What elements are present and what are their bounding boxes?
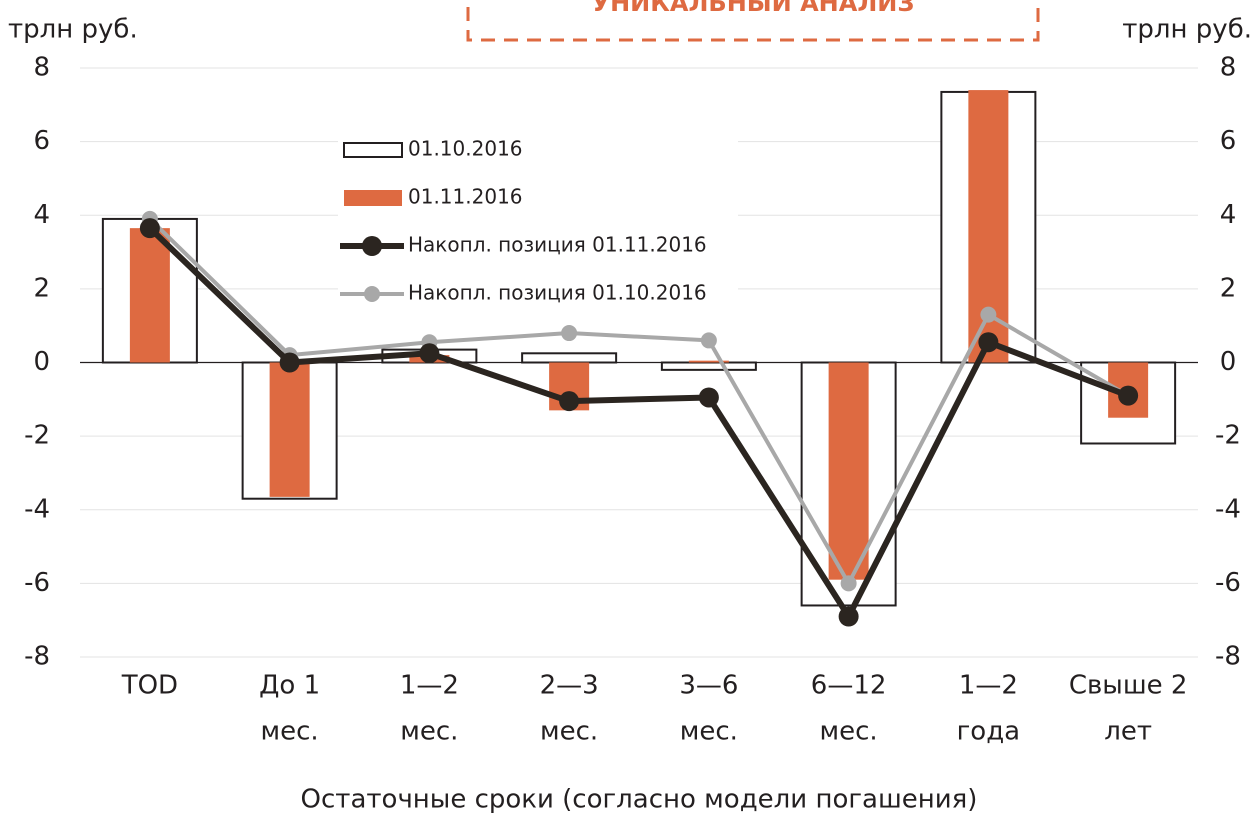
marker bbox=[419, 343, 440, 364]
x-tick-label: мес. bbox=[680, 717, 738, 747]
bar bbox=[688, 360, 729, 363]
bar bbox=[828, 362, 869, 580]
x-tick-label: мес. bbox=[820, 717, 878, 747]
x-tick-label: года bbox=[957, 717, 1020, 747]
x-tick-label: мес. bbox=[400, 717, 458, 747]
marker bbox=[978, 332, 999, 353]
bar bbox=[129, 228, 170, 363]
marker bbox=[980, 306, 997, 323]
bar-outline bbox=[521, 352, 618, 364]
x-tick-label: лет bbox=[1104, 717, 1152, 747]
marker bbox=[279, 352, 300, 373]
y2-tick-label: 6 bbox=[1220, 126, 1237, 156]
x-tick-label: 1—2 bbox=[400, 671, 459, 701]
y-tick-label: 6 bbox=[33, 126, 50, 156]
legend-swatch bbox=[344, 190, 402, 206]
x-tick-label: Свыше 2 bbox=[1069, 671, 1188, 701]
marker bbox=[698, 387, 719, 408]
marker bbox=[838, 606, 859, 627]
badge-box bbox=[466, 0, 1040, 42]
bar bbox=[269, 362, 310, 497]
legend-label: Накопл. позиция 01.11.2016 bbox=[408, 233, 707, 257]
x-tick-label: 3—6 bbox=[679, 671, 738, 701]
marker bbox=[559, 391, 580, 412]
marker bbox=[840, 575, 857, 592]
marker bbox=[700, 332, 717, 349]
line bbox=[148, 217, 1130, 586]
x-tick-label: TOD bbox=[121, 671, 178, 701]
legend-label: 01.11.2016 bbox=[408, 185, 523, 209]
x-tick-label: 2—3 bbox=[540, 671, 599, 701]
y2-tick-label: 0 bbox=[1220, 347, 1237, 377]
bar-outline bbox=[660, 361, 757, 371]
x-tick-label: До 1 bbox=[259, 671, 320, 701]
x-tick-label: мес. bbox=[261, 717, 319, 747]
y-tick-label: -8 bbox=[24, 642, 50, 672]
legend-swatch bbox=[343, 142, 403, 158]
y-axis-label: трлн руб. bbox=[8, 15, 138, 45]
y2-tick-label: 2 bbox=[1220, 273, 1237, 303]
legend-label: Накопл. позиция 01.10.2016 bbox=[408, 281, 707, 305]
y2-axis-label: трлн руб. bbox=[1122, 15, 1252, 45]
y2-tick-label: -8 bbox=[1215, 642, 1241, 672]
x-tick-label: 6—12 bbox=[811, 671, 887, 701]
y-tick-label: 4 bbox=[33, 200, 50, 230]
x-tick-label: мес. bbox=[540, 717, 598, 747]
legend: 01.10.2016 01.11.2016 Накопл. позиция 01.1… bbox=[338, 126, 738, 306]
y-tick-label: 8 bbox=[33, 53, 50, 83]
marker bbox=[139, 218, 160, 239]
y-tick-label: -2 bbox=[24, 421, 50, 451]
y2-tick-label: -2 bbox=[1215, 421, 1241, 451]
legend-marker bbox=[364, 286, 380, 302]
badge: УНИКАЛЬНЫЙ АНАЛИЗ bbox=[592, 0, 915, 17]
y2-tick-label: 8 bbox=[1220, 53, 1237, 83]
y-tick-label: -6 bbox=[24, 568, 50, 598]
y2-tick-label: -4 bbox=[1215, 494, 1241, 524]
y-tick-label: 0 bbox=[33, 347, 50, 377]
marker bbox=[1118, 385, 1139, 406]
y-tick-label: -4 bbox=[24, 494, 50, 524]
y-tick-label: 2 bbox=[33, 273, 50, 303]
legend-bg bbox=[338, 126, 738, 306]
legend-marker bbox=[362, 236, 382, 256]
y2-tick-label: 4 bbox=[1220, 200, 1237, 230]
x-tick-label: 1—2 bbox=[959, 671, 1018, 701]
line bbox=[147, 225, 1130, 620]
marker bbox=[561, 325, 578, 342]
x-axis-label: Остаточные сроки (согласно модели погаше… bbox=[301, 785, 978, 815]
y2-tick-label: -6 bbox=[1215, 568, 1241, 598]
legend-label: 01.10.2016 bbox=[408, 137, 523, 161]
